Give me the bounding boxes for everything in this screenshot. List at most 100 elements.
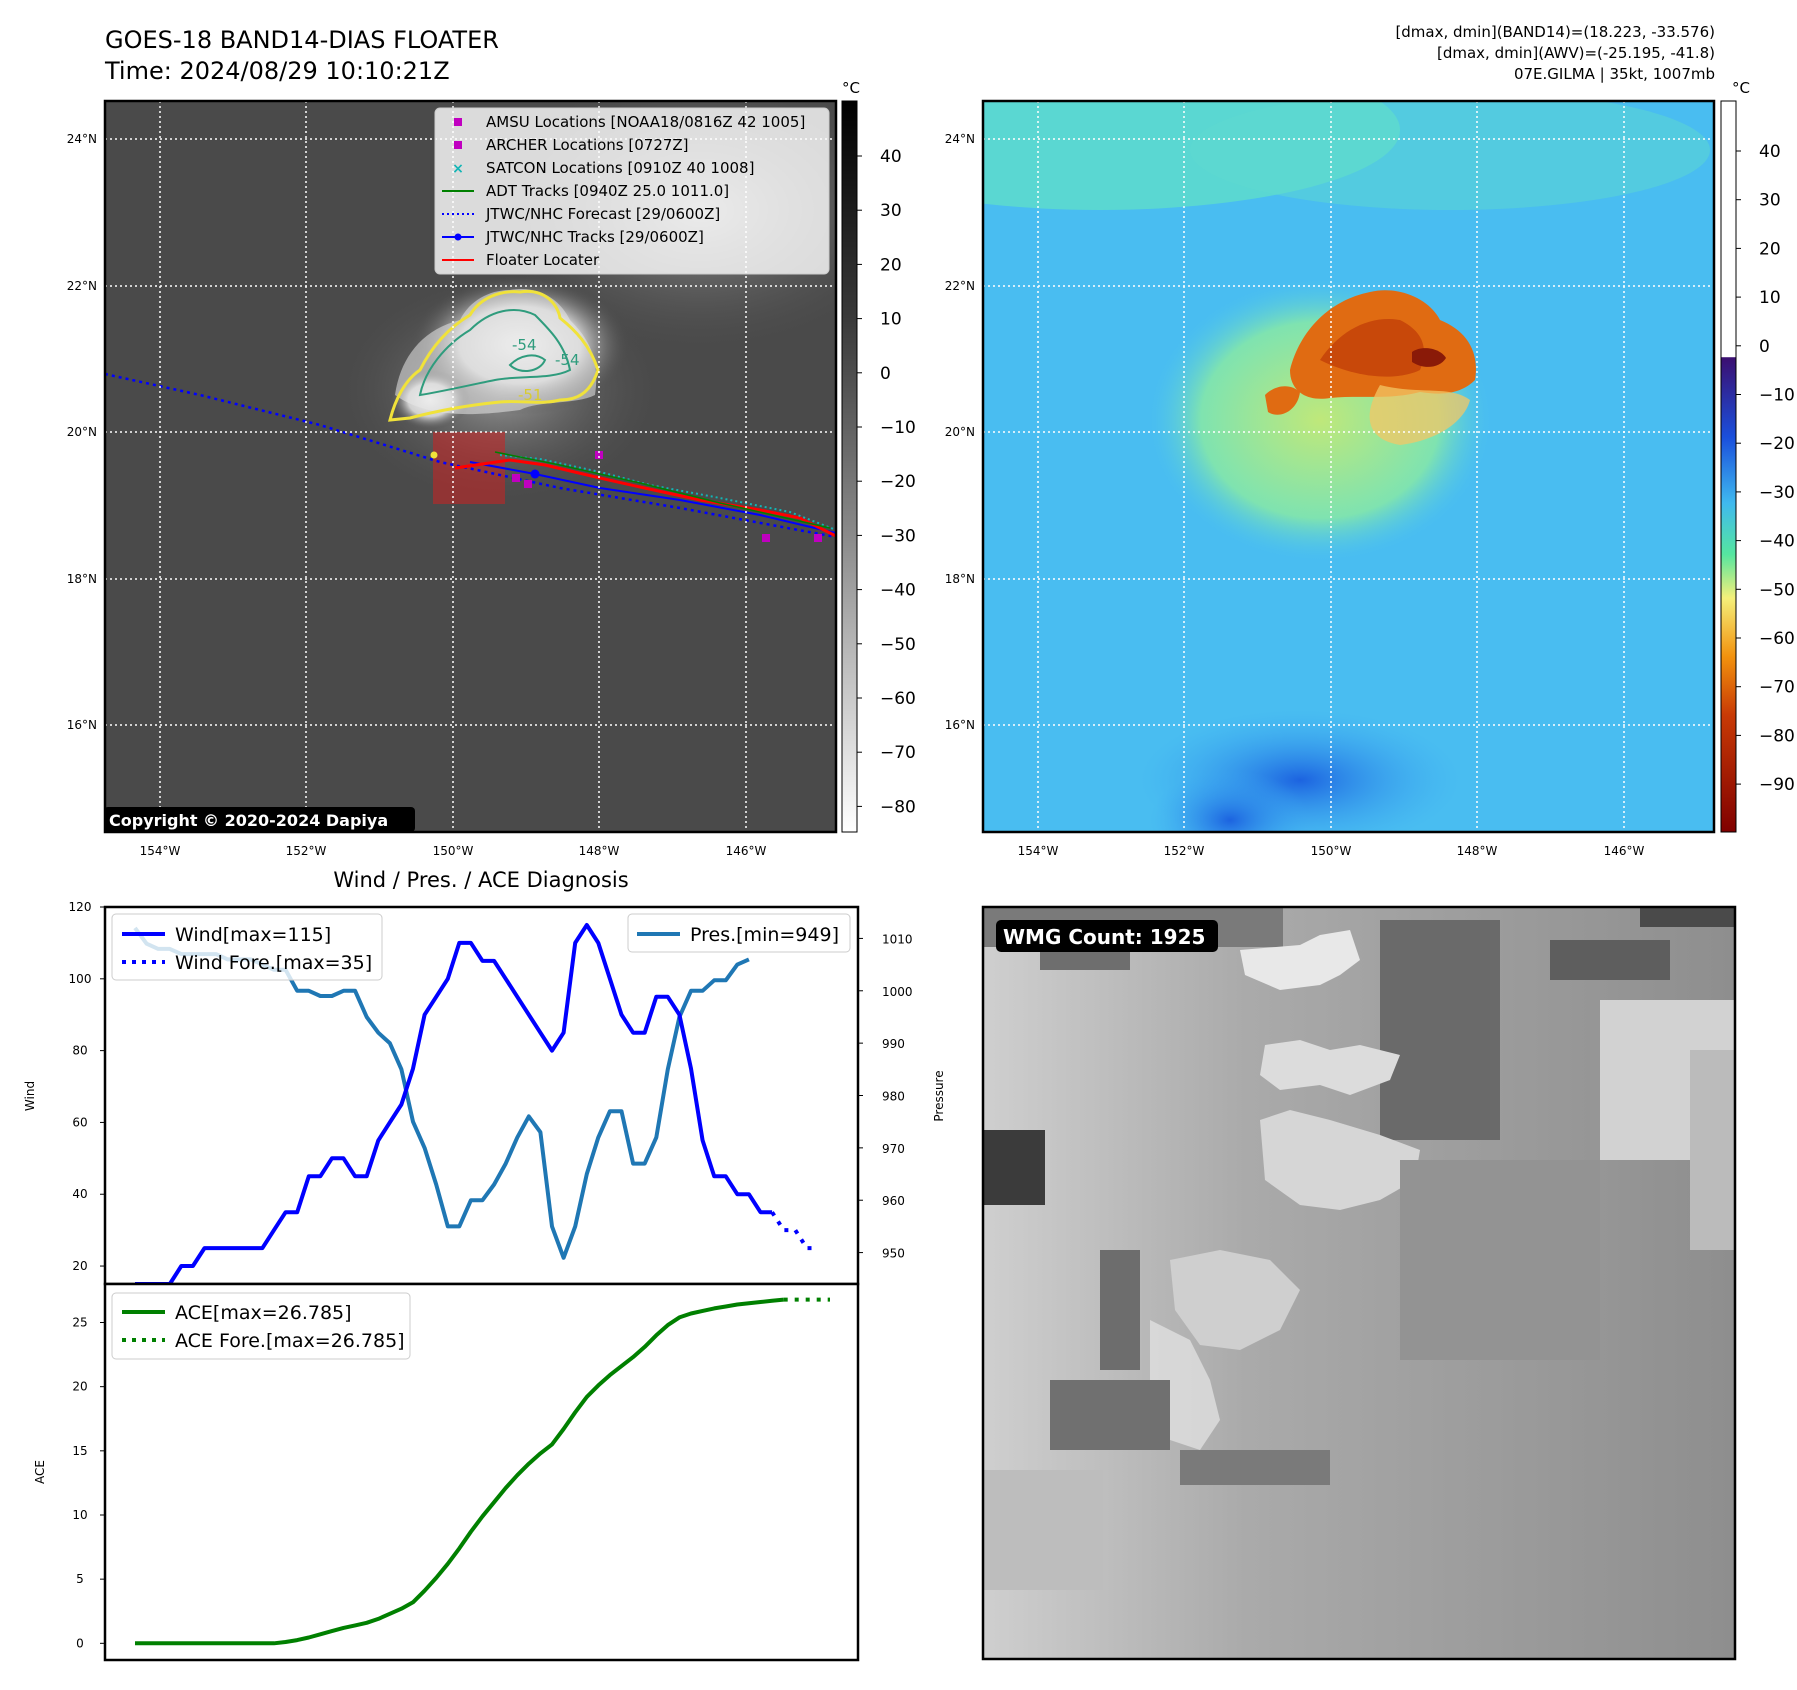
wv-colorbar-tick-label: −60: [1759, 629, 1795, 649]
jtwc-track-point: [530, 469, 540, 479]
legend-ace: ACE[max=26.785]: [175, 1302, 352, 1324]
wv-lat-label: 22°N: [945, 279, 975, 293]
ir-frame: [103, 99, 838, 834]
wind-ytick-label: 60: [72, 1115, 87, 1129]
amsu-marker: [814, 534, 822, 542]
wind-series-line: [135, 923, 773, 1286]
ir-map-panel: -54 -54 -51 24°N22°N20°N18°N16°N 154°W 15…: [67, 79, 916, 858]
ir-colorbar-tick-label: 0: [880, 364, 891, 384]
copyright-box: [104, 807, 415, 832]
ir-colorbar-ticks: 40 30 20 10 0 −10 −20 −30 −40 −50 −60 −70 −80: [857, 147, 916, 817]
wv-colorbar-tick-label: 40: [1759, 142, 1781, 162]
floater-locater-track: [454, 458, 836, 538]
amsu-marker: [595, 451, 603, 459]
floater-box: [433, 432, 505, 504]
ir-legend-item: AMSU Locations [NOAA18/0816Z 42 1005]: [454, 113, 805, 131]
wv-lat-label: 24°N: [945, 132, 975, 146]
ir-colorbar-tick-label: −20: [880, 472, 916, 492]
wmg-count: WMG Count: 1925: [1003, 925, 1205, 949]
wv-lon-label: 152°W: [1164, 844, 1205, 858]
wind-ytick-label: 20: [72, 1259, 87, 1273]
wv-lat-label: 20°N: [945, 425, 975, 439]
ir-legend-label: JTWC/NHC Tracks [29/0600Z]: [485, 228, 704, 246]
ace-chart: 0 5 10 15 20 25 ACE ACE[max=26.785] ACE Fore.…: [33, 1282, 860, 1662]
wv-colorbar-tick-label: −90: [1759, 775, 1795, 795]
ir-legend-label: ARCHER Locations [0727Z]: [486, 136, 689, 154]
ir-colorbar: [841, 100, 858, 833]
ir-lon-label: 154°W: [140, 844, 181, 858]
ace-frame: [103, 1282, 860, 1662]
wind-legend-right: Pres.[min=949]: [627, 913, 851, 953]
info-storm: 07E.GILMA | 35kt, 1007mb: [1513, 65, 1715, 83]
ir-colorbar-tick-label: −60: [880, 689, 916, 709]
amsu-marker: [762, 534, 770, 542]
info-band14: [dmax, dmin](BAND14)=(18.223, -33.576): [1395, 23, 1715, 41]
ir-colorbar-tick-label: 40: [880, 147, 902, 167]
ir-legend-item: ARCHER Locations [0727Z]: [454, 136, 689, 154]
legend-x-icon: ×: [452, 161, 464, 177]
ir-legend-item: JTWC/NHC Tracks [29/0600Z]: [442, 228, 704, 246]
wv-gridlines: [983, 101, 1714, 832]
wv-colorbar-tick-label: 20: [1759, 239, 1781, 259]
ir-lon-label: 146°W: [726, 844, 767, 858]
ir-legend-label: AMSU Locations [NOAA18/0816Z 42 1005]: [486, 113, 805, 131]
wv-colorbar: [1720, 100, 1737, 833]
wv-lat-label: 18°N: [945, 572, 975, 586]
ir-lon-labels: 154°W 152°W 150°W 148°W 146°W: [140, 844, 767, 858]
ir-legend-label: JTWC/NHC Forecast [29/0600Z]: [485, 205, 720, 223]
ace-series-line: [135, 1297, 784, 1646]
figure-time: Time: 2024/08/29 10:10:21Z: [105, 57, 450, 85]
ace-ytick-label: 25: [72, 1315, 87, 1329]
ir-legend-label: Floater Locater: [486, 251, 600, 269]
wv-frame: [981, 99, 1716, 834]
ir-legend: AMSU Locations [NOAA18/0816Z 42 1005] ARC…: [434, 107, 830, 275]
wmg-panel: WMG Count: 1925: [981, 905, 1737, 1661]
legend-ace-fore: ACE Fore.[max=26.785]: [175, 1330, 405, 1352]
wv-lon-label: 146°W: [1604, 844, 1645, 858]
ir-colorbar-tick-label: 20: [880, 255, 902, 275]
wv-colorbar-tick-label: −70: [1759, 678, 1795, 698]
wv-lon-label: 154°W: [1018, 844, 1059, 858]
ir-lat-label: 22°N: [67, 279, 97, 293]
legend-square-icon: [454, 118, 462, 126]
legend-pres: Pres.[min=949]: [690, 924, 839, 946]
ir-colorbar-tick-label: 30: [880, 201, 902, 221]
wind-ytick-label: 80: [72, 1044, 87, 1058]
pressure-ytick-label: 950: [882, 1247, 905, 1261]
ir-lon-label: 150°W: [433, 844, 474, 858]
wv-lon-label: 148°W: [1457, 844, 1498, 858]
pressure-ytick-label: 990: [882, 1037, 905, 1051]
wv-colorbar-tick-label: 10: [1759, 288, 1781, 308]
wind-ytick-label: 100: [69, 972, 92, 986]
wv-lat-labels: 24°N 22°N 20°N 18°N 16°N: [945, 132, 975, 732]
wv-colorbar-tick-label: −30: [1759, 483, 1795, 503]
wind-ytick-label: 120: [69, 900, 92, 914]
legend-wind-fore: Wind Fore.[max=35]: [175, 952, 372, 974]
ir-colorbar-tick-label: −30: [880, 526, 916, 546]
wind-ytick-label: 40: [72, 1187, 87, 1201]
legend-square-icon: [454, 141, 462, 149]
figure-title: GOES-18 BAND14-DIAS FLOATER: [105, 26, 499, 54]
ir-lat-label: 24°N: [67, 132, 97, 146]
adt-track: [494, 451, 831, 529]
pressure-ytick-label: 1000: [882, 985, 913, 999]
pressure-ytick-label: 1010: [882, 932, 913, 946]
ace-ytick-label: 20: [72, 1380, 87, 1394]
ir-lat-label: 16°N: [67, 718, 97, 732]
chart-title: Wind / Pres. / ACE Diagnosis: [333, 868, 628, 892]
wv-colorbar-unit: °C: [1732, 79, 1750, 97]
wv-colorbar-tick-label: −50: [1759, 580, 1795, 600]
ace-ytick-label: 5: [76, 1572, 84, 1586]
ir-colorbar-tick-label: 10: [880, 310, 902, 330]
ir-colorbar-tick-label: −70: [880, 743, 916, 763]
legend-dot-icon: [454, 233, 462, 241]
ir-lat-label: 18°N: [67, 572, 97, 586]
ace-ytick-label: 10: [72, 1508, 87, 1522]
ir-lon-label: 152°W: [286, 844, 327, 858]
ace-legend: ACE[max=26.785] ACE Fore.[max=26.785]: [111, 1292, 411, 1360]
ir-lon-label: 148°W: [579, 844, 620, 858]
wmg-frame: [981, 905, 1737, 1661]
copyright-text: Copyright © 2020-2024 Dapiya: [109, 811, 388, 830]
wv-lon-labels: 154°W 152°W 150°W 148°W 146°W: [1018, 844, 1645, 858]
